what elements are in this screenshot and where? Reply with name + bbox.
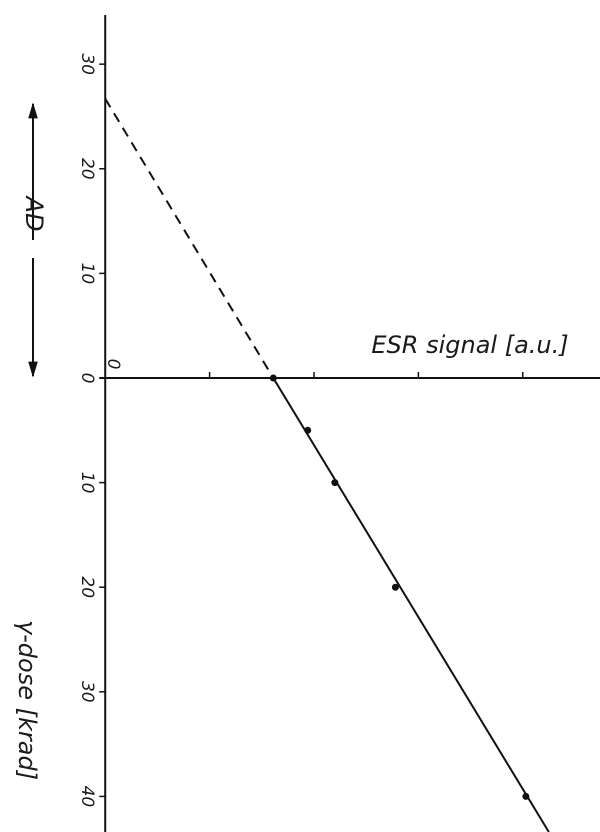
- y-tick-label: 10: [77, 263, 97, 285]
- y-tick-label: 30: [77, 681, 97, 703]
- data-point: [269, 374, 277, 382]
- fit-line: [272, 377, 550, 832]
- data-point: [522, 792, 530, 800]
- y-tick-label: 40: [77, 786, 97, 808]
- x-tick-label: 0: [103, 359, 123, 370]
- data-point: [304, 426, 312, 434]
- y-axis-label: γ-dose [krad]: [13, 620, 41, 780]
- y-tick-label: 0: [77, 373, 97, 384]
- y-tick-label: 20: [77, 158, 97, 180]
- y-tick-label: 30: [77, 53, 97, 75]
- data-point: [331, 479, 339, 487]
- fit-line: [104, 98, 275, 379]
- ad-label: AD: [20, 195, 48, 232]
- data-point: [391, 583, 399, 591]
- x-axis-label: ESR signal [a.u.]: [371, 331, 568, 359]
- y-tick-label: 20: [77, 576, 97, 598]
- y-tick-label: 10: [77, 472, 97, 494]
